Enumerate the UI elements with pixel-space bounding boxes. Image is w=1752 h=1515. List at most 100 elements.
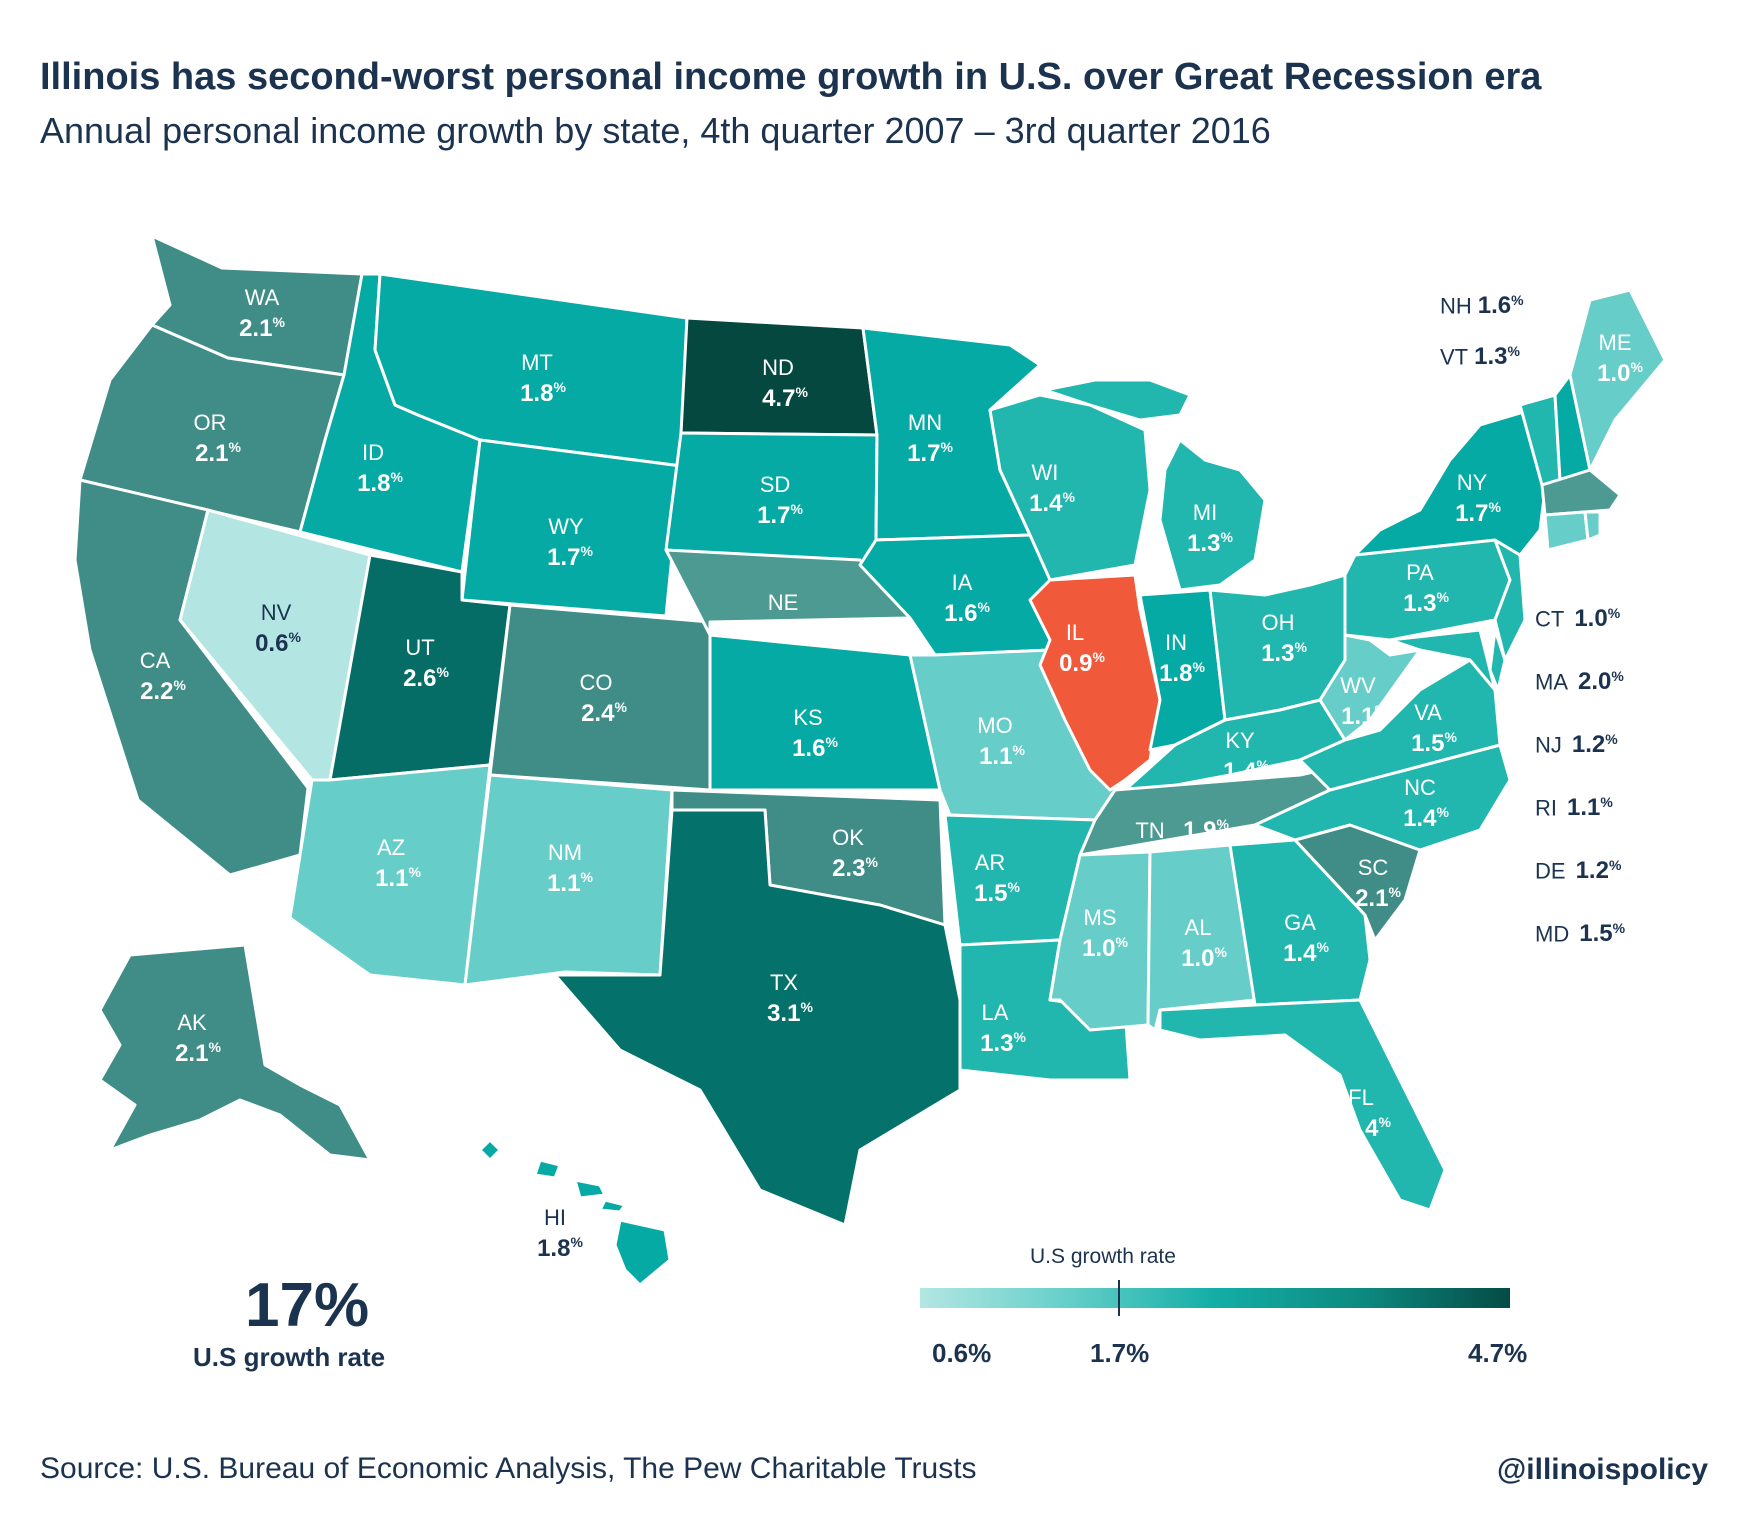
label-ny-abbr: NY [1457,470,1488,495]
side-row-ma: MA 2.0% [1535,668,1624,696]
label-ny-value: 1.7% [1455,499,1501,527]
label-or-abbr: OR [194,410,227,435]
label-sd-abbr: SD [760,472,791,497]
pct-sign: % [1388,884,1401,900]
label-nd-value: 4.7% [762,384,808,412]
pct-sign: % [1374,702,1387,718]
pct-sign: % [570,1234,583,1250]
pct-sign: % [1436,804,1449,820]
state-value-number: 1.3 [1187,530,1220,557]
label-ok-abbr: OK [832,825,864,850]
label-ut-value: 2.6% [403,664,449,692]
pct-sign: % [1192,659,1205,675]
us-growth-label: U.S growth rate [193,1342,386,1372]
state-value-number: 4.7 [762,385,795,412]
pct-sign: % [977,599,990,615]
label-wi-value: 1.4% [1029,489,1075,517]
state-value-number: 2.1 [239,315,272,342]
label-wa-value: 2.1% [239,314,285,342]
label-la-abbr: LA [982,1000,1009,1025]
state-ma [1540,468,1622,517]
pct-sign: % [1012,742,1025,758]
side-row-abbr: NJ [1535,732,1562,758]
us-growth-value: 17% [245,1271,370,1340]
label-hi-value: 1.8% [537,1234,583,1262]
label-ia-abbr: IA [952,570,973,595]
legend-min-label: 0.6% [932,1338,992,1368]
state-value-number: 0.9 [1059,650,1092,677]
ne-row-nh: NH 1.6% [1440,292,1524,320]
pct-sign: % [1115,934,1128,950]
pct-sign: % [800,999,813,1015]
pct-sign: % [1256,757,1269,773]
label-tn-abbr: TN [1135,818,1164,843]
label-ky-abbr: KY [1225,728,1255,753]
label-me-abbr: ME [1599,330,1632,355]
state-value-number: 1.4 [1029,490,1063,517]
side-row-de: DE 1.2% [1535,857,1621,885]
pct-sign: % [790,501,803,517]
pct-sign: % [288,629,301,645]
label-mt-value: 1.8% [520,379,566,407]
side-row-ct: CT 1.0% [1535,605,1620,633]
label-wy-value: 1.7% [547,543,593,571]
label-nm-value: 1.1% [547,869,593,897]
pct-sign: % [1007,879,1020,895]
state-value-number: 1.1 [547,870,580,897]
pct-sign: % [1630,359,1643,375]
side-row-value: 1.2 [1571,731,1606,759]
pct-sign: % [1316,939,1329,955]
pct-sign: % [1013,1029,1026,1045]
pct-sign: % [1605,731,1618,747]
state-value-number: 2.2 [140,678,173,705]
label-oh-abbr: OH [1262,610,1295,635]
state-ak [98,943,372,1162]
state-ct [1543,510,1590,552]
pct-sign: % [865,854,878,870]
pct-sign: % [1507,343,1520,359]
label-mo-abbr: MO [977,713,1012,738]
legend-title: U.S growth rate [1030,1245,1176,1268]
side-row-ri: RI 1.1% [1535,794,1613,822]
label-tx-abbr: TX [770,970,798,995]
pct-sign: % [940,439,953,455]
label-ne-abbr: NE [768,590,799,615]
state-value-number: 2.3 [832,855,865,882]
label-ar-value: 1.5% [974,879,1020,907]
label-id-abbr: ID [362,440,384,465]
state-value-number: 1.7 [907,440,940,467]
state-tx [553,808,962,1227]
label-il-value: 0.9% [1059,649,1105,677]
label-al-abbr: AL [1185,915,1212,940]
pct-sign: % [1511,292,1524,308]
label-mo-value: 1.1% [979,742,1025,770]
side-row-value: 2.0 [1578,668,1612,696]
pct-sign: % [1378,1114,1391,1130]
label-or-value: 2.1% [195,439,241,467]
label-az-value: 1.1% [375,864,421,892]
pct-sign: % [408,864,421,880]
state-value-number: 1.9 [1183,817,1216,844]
state-ny [1353,408,1547,557]
label-nm-abbr: NM [548,840,582,865]
ne-row-vt-abbr: VT [1440,344,1469,370]
pct-sign: % [228,439,241,455]
pct-sign: % [208,1039,221,1055]
state-mi-upper [1043,378,1192,422]
pct-sign: % [1488,499,1501,515]
side-row-value: 1.1 [1567,794,1601,822]
label-in-value: 1.8% [1159,659,1205,687]
label-az-abbr: AZ [377,835,405,860]
state-value-number: 1.5 [1411,730,1444,757]
side-row-abbr: DE [1535,858,1566,884]
state-value-number: 1.6 [944,600,977,627]
page-title: Illinois has second-worst personal incom… [40,56,1542,98]
label-tn-value: 1.9% [1183,816,1229,844]
label-mi-value: 1.3% [1187,529,1233,557]
state-value-number: 1.0 [1181,945,1214,972]
pct-sign: % [1444,729,1457,745]
state-wy [460,438,683,618]
pct-sign: % [795,384,808,400]
label-ak-abbr: AK [177,1010,207,1035]
state-value-number: 1.5 [974,880,1007,907]
